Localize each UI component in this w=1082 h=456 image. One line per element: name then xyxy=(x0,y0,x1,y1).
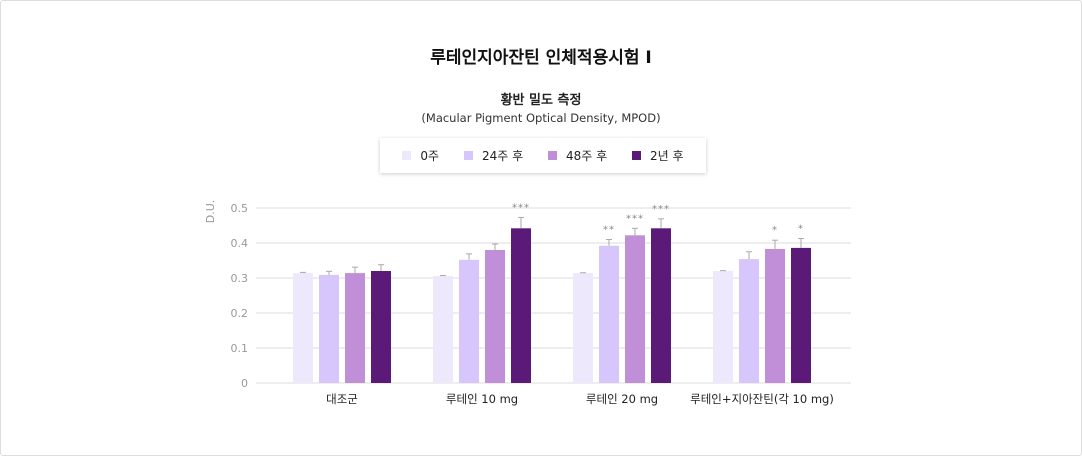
bar xyxy=(739,259,759,383)
bar xyxy=(293,273,313,383)
legend-label: 2년 후 xyxy=(650,149,684,163)
legend-swatch xyxy=(402,151,412,160)
chart-subtitle-english: (Macular Pigment Optical Density, MPOD) xyxy=(421,111,661,125)
bar xyxy=(573,273,593,383)
legend-item: 2년 후 xyxy=(632,147,684,164)
x-tick-label: 루테인+지아잔틴(각 10 mg) xyxy=(690,392,834,406)
y-tick-label: 0.4 xyxy=(231,237,249,250)
legend-label: 24주 후 xyxy=(481,149,524,163)
chart-subtitle: 황반 밀도 측정 xyxy=(500,93,582,108)
y-tick-label: 0.1 xyxy=(231,342,249,355)
bar xyxy=(625,235,645,383)
significance-marker: * xyxy=(798,223,804,234)
legend-item: 48주 후 xyxy=(548,147,607,164)
y-tick-label: 0.3 xyxy=(231,272,249,285)
legend-item: 24주 후 xyxy=(463,147,524,164)
bar xyxy=(791,247,811,383)
y-tick-label: 0 xyxy=(241,377,248,390)
bar xyxy=(651,228,671,383)
legend-swatch xyxy=(632,151,642,160)
bar xyxy=(485,250,505,383)
legend-swatch xyxy=(463,151,473,160)
legend-swatch xyxy=(548,151,557,160)
legend-item: 0주 xyxy=(402,147,439,164)
bar xyxy=(511,228,531,383)
bar xyxy=(319,274,339,383)
bar xyxy=(599,245,619,383)
y-axis-label: D.U. xyxy=(204,200,217,224)
bar xyxy=(765,248,785,383)
chart-title: 루테인지아잔틴 인체적용시험 Ⅰ xyxy=(430,48,652,68)
significance-marker: ** xyxy=(603,225,615,236)
significance-marker: *** xyxy=(512,202,530,213)
legend: 0주 24주 후 48주 후 2년 후 xyxy=(380,138,706,173)
x-tick-label: 루테인 20 mg xyxy=(586,392,658,406)
bar xyxy=(713,271,733,383)
bar xyxy=(371,271,391,383)
y-tick-label: 0.5 xyxy=(231,202,249,215)
x-tick-label: 루테인 10 mg xyxy=(446,392,518,406)
significance-marker: *** xyxy=(652,204,670,215)
significance-marker: *** xyxy=(626,213,644,224)
x-tick-label: 대조군 xyxy=(326,392,358,406)
bar xyxy=(459,259,479,383)
bar xyxy=(345,273,365,383)
legend-label: 0주 xyxy=(420,149,440,163)
bar xyxy=(433,275,453,383)
y-tick-label: 0.2 xyxy=(231,307,249,320)
legend-label: 48주 후 xyxy=(566,149,608,163)
significance-marker: * xyxy=(772,225,778,236)
